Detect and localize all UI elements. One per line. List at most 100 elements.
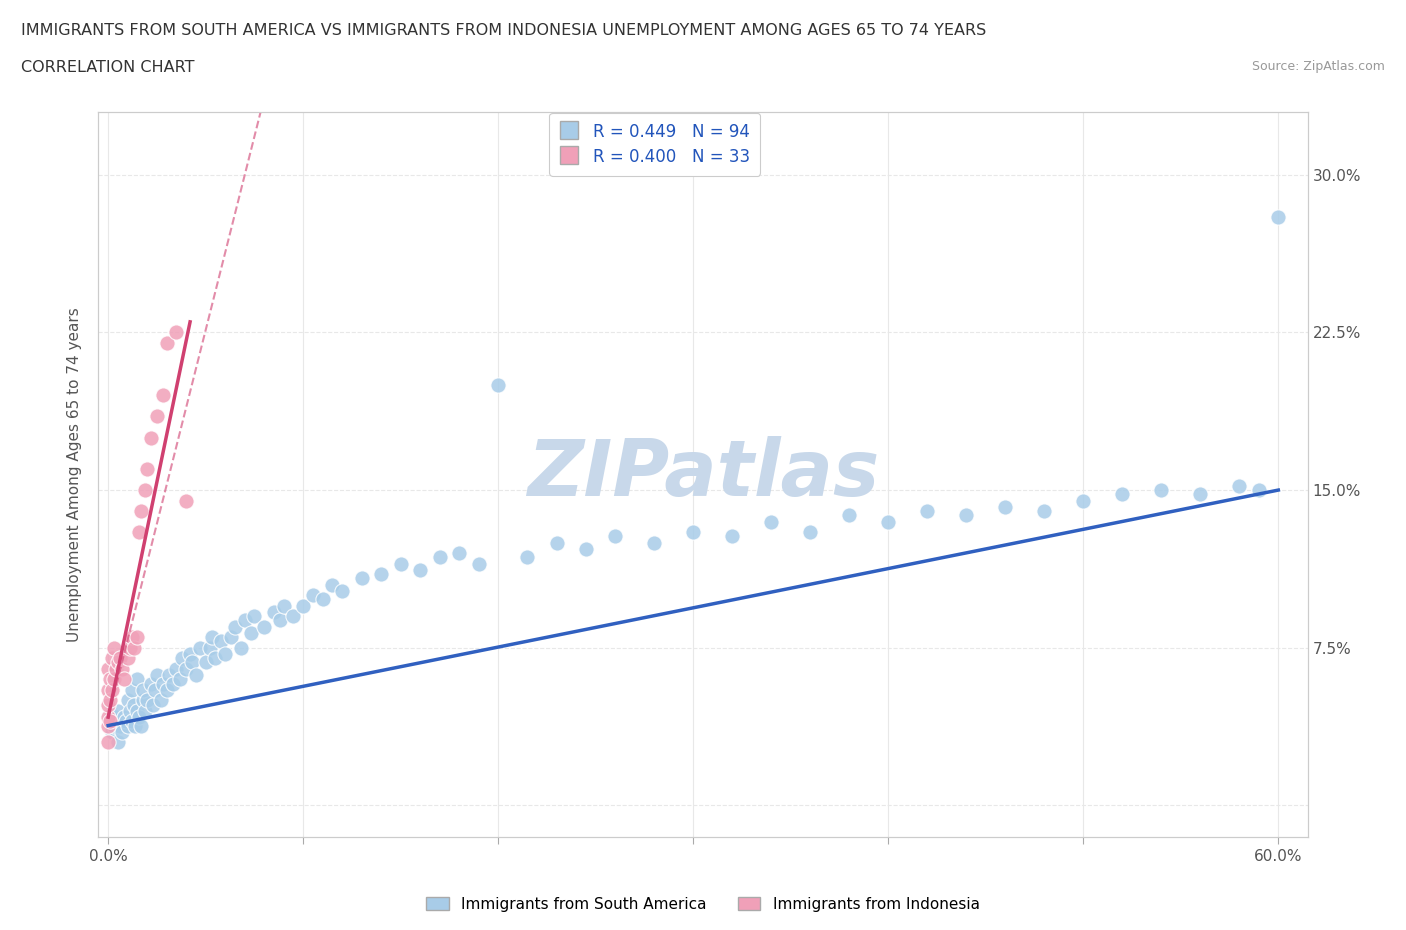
Point	[117, 718, 139, 733]
Point	[98, 671, 121, 686]
Point	[101, 651, 124, 666]
Point	[117, 651, 139, 666]
Legend: R = 0.449   N = 94, R = 0.400   N = 33: R = 0.449 N = 94, R = 0.400 N = 33	[550, 113, 759, 176]
Point	[263, 604, 285, 619]
Point	[1111, 486, 1133, 501]
Point	[156, 683, 179, 698]
Point	[127, 630, 149, 644]
Point	[721, 529, 744, 544]
Point	[546, 535, 568, 550]
Text: IMMIGRANTS FROM SOUTH AMERICA VS IMMIGRANTS FROM INDONESIA UNEMPLOYMENT AMONG AG: IMMIGRANTS FROM SOUTH AMERICA VS IMMIGRA…	[21, 23, 987, 38]
Point	[172, 651, 194, 666]
Point	[122, 641, 145, 656]
Point	[104, 710, 127, 724]
Point	[97, 710, 120, 724]
Point	[350, 571, 373, 586]
Point	[127, 671, 149, 686]
Point	[283, 609, 305, 624]
Point	[243, 609, 266, 624]
Point	[955, 508, 977, 523]
Point	[134, 483, 156, 498]
Point	[121, 630, 143, 644]
Point	[181, 655, 204, 670]
Point	[1033, 504, 1056, 519]
Point	[139, 430, 162, 445]
Point	[917, 504, 939, 519]
Point	[124, 718, 146, 733]
Point	[605, 529, 627, 544]
Point	[165, 661, 187, 676]
Point	[209, 634, 232, 649]
Point	[114, 714, 136, 729]
Point	[112, 671, 135, 686]
Point	[233, 613, 256, 628]
Point	[103, 641, 125, 656]
Point	[128, 710, 150, 724]
Point	[292, 598, 315, 613]
Point	[188, 641, 211, 656]
Point	[302, 588, 325, 603]
Point	[122, 698, 145, 712]
Point	[1150, 483, 1173, 498]
Point	[118, 703, 141, 718]
Point	[107, 703, 129, 718]
Text: ZIPatlas: ZIPatlas	[527, 436, 879, 512]
Point	[682, 525, 704, 539]
Point	[370, 566, 392, 581]
Point	[321, 578, 343, 592]
Point	[214, 646, 236, 661]
Point	[467, 556, 489, 571]
Point	[1071, 493, 1094, 508]
Point	[111, 661, 134, 676]
Point	[389, 556, 412, 571]
Point	[312, 592, 335, 607]
Point	[486, 378, 509, 392]
Point	[132, 683, 155, 698]
Point	[118, 641, 141, 656]
Point	[108, 651, 131, 666]
Point	[136, 461, 159, 476]
Point	[121, 714, 143, 729]
Point	[127, 703, 149, 718]
Point	[575, 541, 598, 556]
Point	[136, 693, 159, 708]
Point	[409, 563, 432, 578]
Point	[98, 714, 121, 729]
Point	[131, 504, 153, 519]
Point	[229, 641, 252, 656]
Point	[117, 693, 139, 708]
Point	[101, 724, 124, 739]
Point	[98, 714, 121, 729]
Point	[516, 550, 538, 565]
Point	[97, 718, 120, 733]
Point	[162, 676, 184, 691]
Point	[994, 499, 1017, 514]
Point	[198, 641, 221, 656]
Point	[204, 651, 226, 666]
Point	[142, 698, 165, 712]
Point	[194, 655, 217, 670]
Point	[146, 409, 169, 424]
Point	[103, 718, 125, 733]
Point	[107, 655, 129, 670]
Legend: Immigrants from South America, Immigrants from Indonesia: Immigrants from South America, Immigrant…	[420, 890, 986, 918]
Y-axis label: Unemployment Among Ages 65 to 74 years: Unemployment Among Ages 65 to 74 years	[67, 307, 83, 642]
Point	[1247, 483, 1270, 498]
Text: CORRELATION CHART: CORRELATION CHART	[21, 60, 194, 75]
Point	[273, 598, 295, 613]
Point	[97, 661, 120, 676]
Point	[761, 514, 783, 529]
Point	[1189, 486, 1212, 501]
Point	[877, 514, 900, 529]
Point	[330, 583, 353, 598]
Point	[174, 661, 197, 676]
Point	[643, 535, 665, 550]
Point	[112, 710, 135, 724]
Point	[224, 619, 246, 634]
Point	[108, 718, 131, 733]
Point	[111, 724, 134, 739]
Point	[104, 661, 127, 676]
Point	[449, 546, 471, 561]
Point	[200, 630, 222, 644]
Point	[157, 668, 180, 683]
